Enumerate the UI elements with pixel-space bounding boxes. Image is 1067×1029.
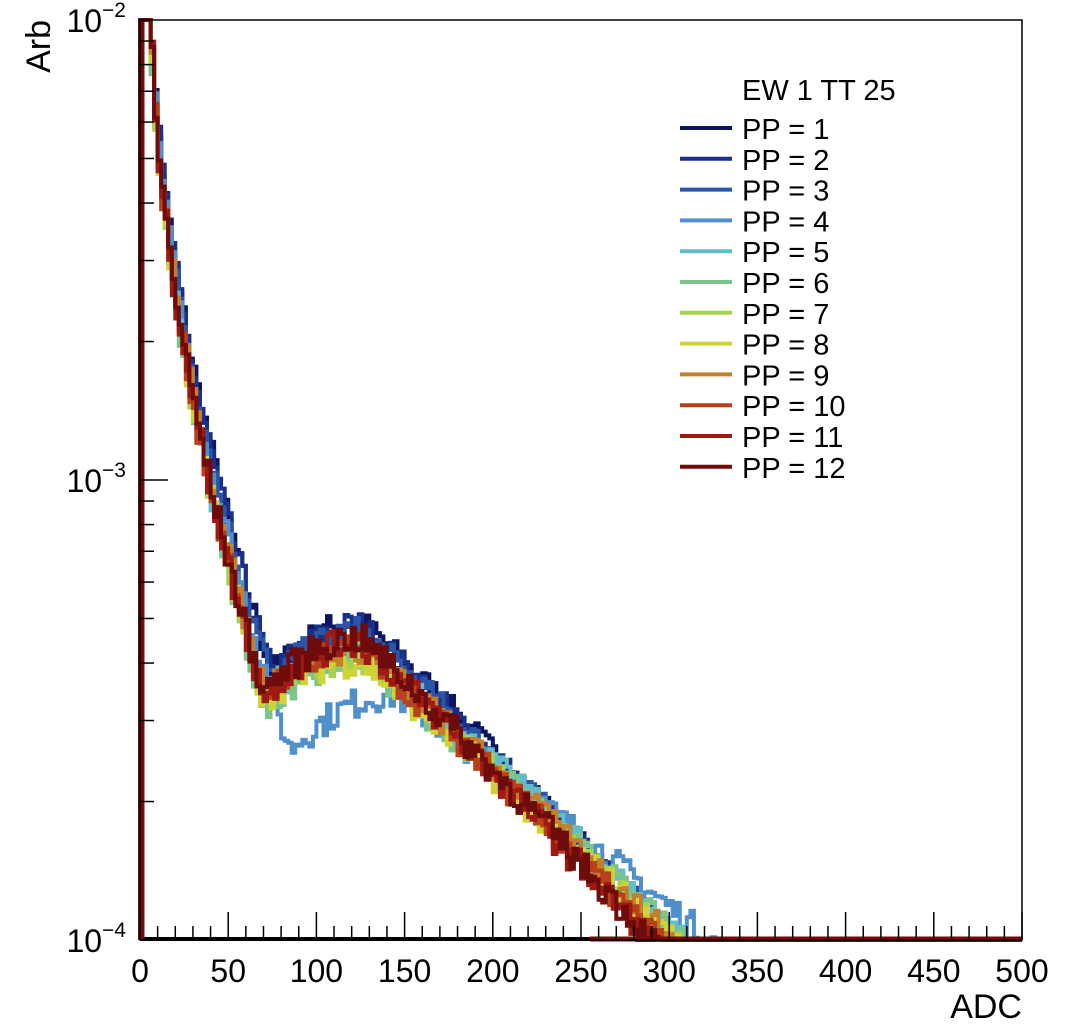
series-line-pp-12	[138, 18, 1022, 942]
legend-label-pp-8: PP = 8	[742, 330, 829, 362]
plot-frame	[139, 19, 1023, 941]
x-tick-label: 100	[290, 953, 343, 989]
series-line-pp-1	[138, 18, 1022, 942]
x-tick-label: 0	[131, 953, 149, 989]
x-tick-label: 150	[378, 953, 431, 989]
legend-label-pp-7: PP = 7	[742, 299, 829, 331]
series-line-pp-8	[138, 18, 1022, 942]
legend-label-pp-3: PP = 3	[742, 176, 829, 208]
y-axis-title: Arb	[20, 20, 58, 73]
y-tick-label: 10−3	[66, 459, 126, 499]
x-tick-label: 50	[210, 953, 246, 989]
legend-label-pp-6: PP = 6	[742, 268, 829, 300]
x-tick-label: 500	[995, 953, 1048, 989]
series-line-pp-7	[138, 18, 1022, 942]
x-tick-label: 200	[466, 953, 519, 989]
series-line-pp-10	[138, 18, 1022, 942]
x-axis-title: ADC	[950, 988, 1022, 1026]
legend: EW 1 TT 25 PP = 1PP = 2PP = 3PP = 4PP = …	[680, 75, 896, 485]
legend-label-pp-5: PP = 5	[742, 237, 829, 269]
legend-label-pp-12: PP = 12	[742, 453, 845, 485]
series-line-pp-9	[138, 18, 1022, 942]
legend-label-pp-9: PP = 9	[742, 360, 829, 392]
series-line-pp-2	[138, 18, 1022, 942]
series-line-pp-5	[138, 18, 1022, 942]
legend-label-pp-10: PP = 10	[742, 391, 845, 423]
x-tick-label: 400	[819, 953, 872, 989]
x-axis: 0 50 100 150 200 250 300 350 400 450 500	[131, 912, 1049, 989]
legend-label-pp-2: PP = 2	[742, 145, 829, 177]
legend-label-pp-11: PP = 11	[742, 422, 843, 454]
series-line-pp-3	[138, 18, 1022, 942]
series-line-pp-4	[138, 18, 1022, 942]
x-tick-label: 250	[554, 953, 607, 989]
legend-label-pp-4: PP = 4	[742, 206, 829, 238]
y-tick-label: 10−2	[66, 0, 126, 39]
legend-title: EW 1 TT 25	[742, 75, 896, 107]
x-tick-label: 350	[731, 953, 784, 989]
x-tick-label: 300	[643, 953, 696, 989]
series-layer	[138, 18, 1022, 942]
x-tick-label: 450	[907, 953, 960, 989]
y-axis: 10−4 10−3 10−2	[66, 0, 168, 959]
series-line-pp-11	[138, 18, 1022, 942]
legend-label-pp-1: PP = 1	[742, 114, 829, 146]
series-line-pp-6	[138, 18, 1022, 942]
y-tick-label: 10−4	[66, 919, 126, 959]
